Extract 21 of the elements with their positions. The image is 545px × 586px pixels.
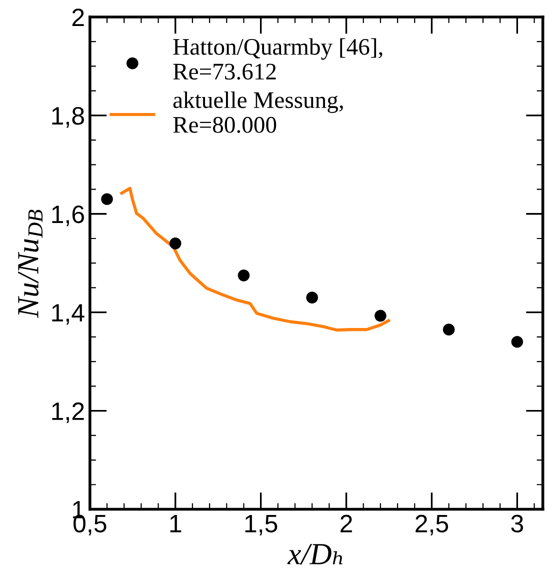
y-axis-title: Nu/Nu$_{DB}$	[18, 210, 42, 318]
x-tick-label: 2,5	[416, 514, 448, 536]
point	[306, 292, 318, 304]
y-tick-label: 1,4	[52, 304, 84, 325]
x-tick-label: 1	[170, 515, 182, 532]
line-series	[120, 186, 390, 332]
x-tick-label: 3	[511, 514, 524, 532]
x-axis-title: x/Dₕ	[287, 544, 342, 564]
y-tick-label: 2	[72, 8, 84, 26]
point	[238, 270, 250, 282]
point	[442, 324, 455, 336]
y-tick-label: 1,2	[52, 402, 84, 424]
legend-label: aktuelle Messung, Re=80.000	[173, 91, 343, 133]
x-tick-label: 2	[340, 514, 352, 532]
point	[374, 310, 386, 322]
point	[511, 336, 524, 348]
y-tick-label: 1,8	[52, 107, 84, 128]
y-tick-label: 1,6	[52, 205, 84, 226]
point	[169, 238, 182, 250]
point	[101, 193, 113, 206]
x-tick-label: 1,5	[245, 515, 278, 536]
